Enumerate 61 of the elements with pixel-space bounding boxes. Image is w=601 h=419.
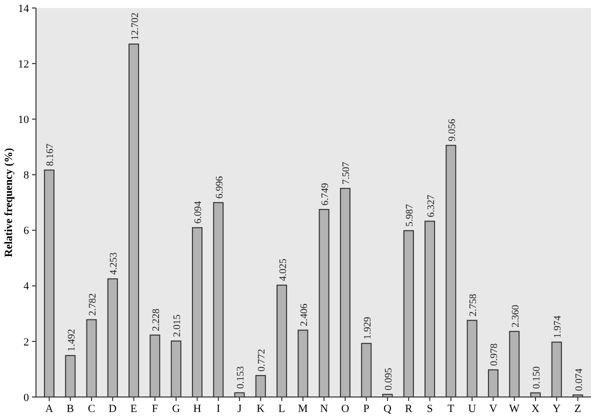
x-tick-label: H: [193, 403, 202, 415]
data-label: 2.228: [150, 308, 162, 332]
data-label: 0.153: [236, 366, 246, 389]
x-tick-label: Z: [574, 403, 582, 415]
y-tick-label: 4: [24, 280, 30, 293]
y-tick-label: 8: [24, 170, 30, 182]
y-tick-label: 0: [24, 392, 30, 404]
data-label: 0.095: [384, 368, 394, 390]
data-label: 0.150: [532, 366, 542, 389]
data-label: 2.360: [510, 304, 522, 328]
data-label: 12.702: [130, 12, 141, 40]
x-tick-label: S: [426, 403, 433, 415]
x-tick-label: D: [108, 403, 117, 415]
x-tick-label: J: [237, 403, 242, 415]
x-tick-label: U: [468, 403, 476, 415]
data-label: 1.929: [362, 316, 374, 340]
data-label: 1.974: [552, 316, 564, 338]
x-tick-label: P: [363, 403, 370, 415]
x-tick-label: Q: [384, 403, 392, 415]
x-tick-label: O: [341, 403, 350, 415]
x-tick-label: M: [298, 403, 308, 415]
data-label: 6.094: [193, 201, 204, 224]
data-label: 2.758: [468, 294, 480, 316]
data-label: 0.772: [256, 349, 268, 372]
data-label: 1.492: [66, 329, 78, 352]
y-tick-label: 10: [18, 114, 30, 126]
data-label: 0.978: [489, 343, 500, 366]
x-tick-label: I: [216, 403, 221, 415]
data-label: 2.015: [172, 314, 184, 338]
x-tick-label: K: [256, 403, 265, 415]
y-tick-label: 6: [24, 225, 30, 238]
x-tick-label: A: [45, 403, 54, 415]
x-tick-label: R: [404, 403, 413, 415]
data-label: 2.782: [88, 293, 98, 316]
data-label: 4.025: [278, 258, 289, 282]
y-tick-label: 2: [24, 336, 29, 348]
data-label: 0.074: [574, 368, 585, 391]
x-tick-label: V: [489, 403, 498, 415]
data-label: 4.253: [108, 252, 120, 275]
y-tick-label: 14: [18, 2, 30, 15]
data-label: 6.996: [214, 176, 226, 199]
data-label: 5.987: [404, 204, 416, 227]
x-tick-label: F: [152, 403, 158, 415]
y-tick-label: 12: [18, 58, 29, 70]
x-tick-label: E: [130, 403, 138, 415]
data-label: 7.507: [341, 162, 352, 184]
data-label: 9.056: [446, 118, 458, 142]
x-tick-label: X: [532, 403, 540, 415]
x-tick-label: N: [320, 403, 328, 415]
data-label: 8.167: [45, 144, 56, 166]
x-tick-label: W: [509, 403, 520, 415]
data-label: 6.749: [320, 182, 332, 206]
data-label: 6.327: [426, 194, 437, 218]
x-tick-label: Y: [552, 403, 561, 415]
x-tick-label: C: [88, 403, 96, 415]
x-tick-label: G: [172, 403, 180, 415]
x-tick-label: L: [278, 403, 286, 415]
y-axis-title: Relative frequency (%): [3, 148, 15, 258]
data-label: 2.406: [298, 304, 310, 326]
x-tick-label: T: [448, 403, 455, 415]
x-tick-label: B: [66, 403, 74, 415]
